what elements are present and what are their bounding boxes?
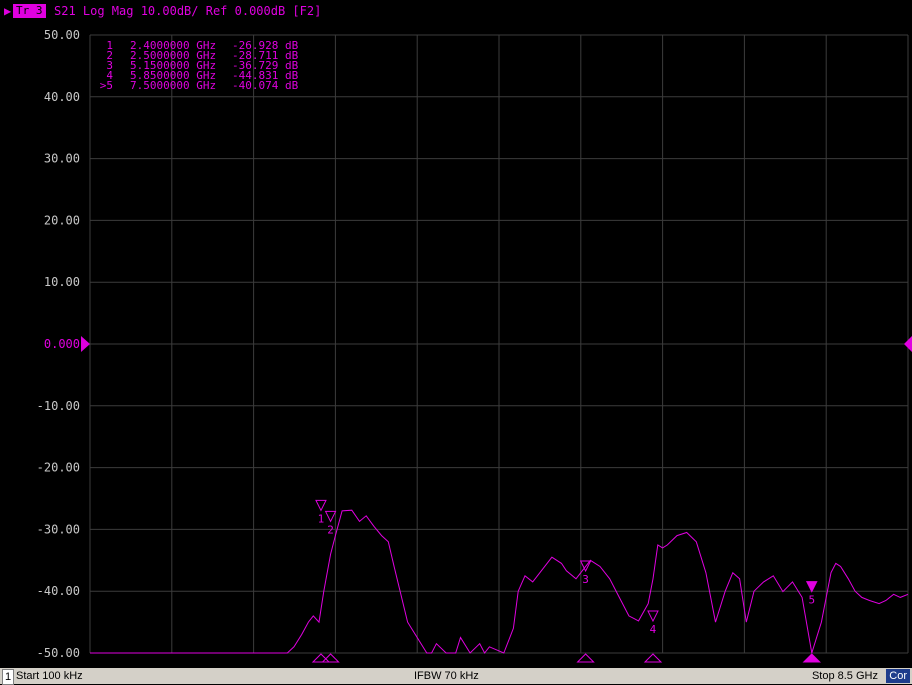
marker-number-label: 5 — [808, 594, 815, 607]
y-tick-label: -50.00 — [37, 646, 80, 660]
marker-readout-value: -40.074 dB — [232, 79, 299, 92]
marker-readout-frequency: 7.5000000 GHz — [130, 79, 216, 92]
y-tick-label: -10.00 — [37, 399, 80, 413]
marker-readout-id: 1 — [106, 39, 113, 52]
y-tick-label: -40.00 — [37, 584, 80, 598]
start-frequency[interactable]: Start 100 kHz — [16, 670, 83, 682]
marker-readout-id: 2 — [106, 49, 113, 62]
marker-number-label: 2 — [327, 523, 334, 536]
trace-title[interactable]: S21 Log Mag 10.00dB/ Ref 0.000dB [F2] — [54, 4, 322, 18]
marker-number-label: 1 — [318, 512, 325, 525]
correction-indicator[interactable]: Cor — [886, 669, 910, 683]
y-tick-label: 10.00 — [44, 275, 80, 289]
marker-readout-id: >5 — [100, 79, 113, 92]
marker-readout-frequency: 5.1500000 GHz — [130, 59, 216, 72]
marker-readout-value: -44.831 dB — [232, 69, 299, 82]
trace-header: ▶ Tr 3 S21 Log Mag 10.00dB/ Ref 0.000dB … — [0, 0, 912, 22]
stimulus-marker-icon — [643, 653, 663, 663]
stop-frequency[interactable]: Stop 8.5 GHz — [811, 670, 878, 682]
marker-glyphs: 12 3 4 5 — [311, 499, 821, 663]
grid — [89, 34, 909, 654]
marker-readout-value: -36.729 dB — [232, 59, 299, 72]
marker-triangle-icon — [647, 610, 659, 623]
reference-level-markers — [81, 336, 912, 352]
marker-number-label: 4 — [650, 623, 657, 636]
marker-number-label: 3 — [582, 573, 589, 586]
marker-readout-frequency: 5.8500000 GHz — [130, 69, 216, 82]
active-trace-arrow-icon: ▶ — [4, 4, 12, 18]
marker-readout-value: -26.928 dB — [232, 39, 299, 52]
marker-readout-value: -28.711 dB — [232, 49, 299, 62]
stimulus-marker-icon — [311, 653, 331, 663]
marker-triangle-icon — [315, 499, 327, 512]
s21-trace-line — [90, 509, 909, 654]
marker-readout-frequency: 2.5000000 GHz — [130, 49, 216, 62]
y-tick-label: 0.000 — [44, 337, 80, 351]
marker-triangle-icon — [324, 510, 337, 523]
marker-triangle-icon — [805, 581, 818, 593]
y-tick-label: 50.00 — [44, 28, 80, 42]
marker-readout-frequency: 2.4000000 GHz — [130, 39, 216, 52]
stimulus-marker-icon — [321, 653, 340, 663]
trace-plot[interactable]: 50.00 40.00 30.00 20.00 10.00 0.000 -10.00 -20.… — [0, 0, 912, 668]
channel-number[interactable]: 1 — [2, 669, 14, 685]
marker-readout-table: 1 2.4000000 GHz -26.928 dB 2 2.5000000 GHz -2… — [100, 39, 299, 92]
reference-marker-right-icon — [904, 336, 912, 352]
y-axis-tick-labels: 50.00 40.00 30.00 20.00 10.00 0.000 -10.00 -20.… — [37, 28, 80, 660]
y-tick-label: 30.00 — [44, 152, 80, 166]
reference-marker-left-icon — [81, 336, 90, 352]
marker-triangle-icon — [579, 560, 592, 573]
trace-badge[interactable]: Tr 3 — [13, 4, 46, 18]
stimulus-marker-icon — [802, 653, 821, 663]
marker-readout-id: 4 — [106, 69, 113, 82]
y-tick-label: 40.00 — [44, 90, 80, 104]
ifbw-label[interactable]: IFBW 70 kHz — [414, 670, 479, 682]
status-bar: 1 Start 100 kHz IFBW 70 kHz Stop 8.5 GHz… — [0, 668, 912, 685]
y-tick-label: -20.00 — [37, 461, 80, 475]
stimulus-marker-icon — [576, 653, 595, 663]
y-tick-label: -30.00 — [37, 522, 80, 536]
marker-readout-id: 3 — [106, 59, 113, 72]
y-tick-label: 20.00 — [44, 213, 80, 227]
